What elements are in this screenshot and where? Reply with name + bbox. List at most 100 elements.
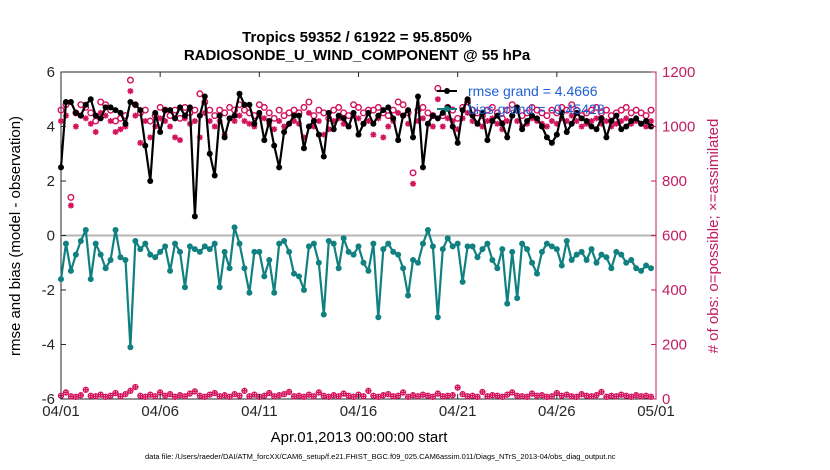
- bias-point: [271, 289, 278, 296]
- y-left-tick-label: 4: [47, 119, 55, 136]
- possible-point: [374, 103, 382, 111]
- x-tick-label: 04/21: [439, 403, 477, 420]
- assimilated-point: [97, 109, 104, 116]
- rmse-point: [638, 120, 645, 127]
- assimilated-bottom-point: [648, 394, 654, 400]
- rmse-point: [305, 123, 312, 130]
- assimilated-bottom-point: [494, 393, 500, 399]
- rmse-point: [77, 112, 84, 119]
- assimilated-bottom-point: [519, 393, 525, 399]
- assimilated-point: [568, 112, 575, 119]
- legend-rmse-marker: [444, 88, 450, 94]
- assimilated-point: [117, 126, 124, 133]
- rmse-point: [578, 115, 585, 122]
- assimilated-bottom-point: [147, 392, 153, 398]
- y-right-tick-label: 400: [662, 282, 687, 299]
- assimilated-point: [112, 128, 119, 135]
- bias-point: [117, 254, 124, 261]
- rmse-point: [191, 213, 198, 220]
- assimilated-bottom-point: [118, 393, 123, 399]
- assimilated-point: [588, 118, 595, 125]
- bias-point: [241, 265, 248, 272]
- possible-point: [523, 109, 531, 117]
- bias-point: [538, 248, 545, 255]
- assimilated-bottom-point: [539, 392, 545, 398]
- assimilated-point: [325, 126, 332, 133]
- rmse-point: [419, 164, 426, 171]
- y-right-tick-label: 0: [662, 391, 670, 408]
- assimilated-point: [211, 123, 218, 130]
- bias-point: [340, 235, 347, 242]
- rmse-point: [479, 109, 486, 116]
- assimilated-bottom-point: [430, 394, 436, 400]
- bias-point: [558, 262, 565, 269]
- assimilated-bottom-point: [212, 390, 218, 396]
- bias-point: [320, 311, 327, 318]
- assimilated-bottom-point: [564, 392, 570, 398]
- assimilated-point: [464, 109, 471, 116]
- bias-point: [107, 257, 114, 264]
- assimilated-point: [167, 123, 174, 130]
- assimilated-bottom-point: [321, 393, 327, 399]
- possible-point: [602, 106, 610, 114]
- assimilated-bottom-point: [271, 393, 277, 399]
- bias-point: [434, 314, 441, 321]
- assimilated-bottom-point: [509, 389, 515, 395]
- assimilated-point: [380, 134, 387, 141]
- y-left-tick-label: -2: [42, 282, 55, 299]
- assimilated-point: [504, 118, 511, 125]
- rmse-point: [608, 118, 615, 125]
- assimilated-bottom-point: [450, 392, 456, 398]
- assimilated-bottom-point: [167, 391, 173, 397]
- assimilated-point: [405, 120, 412, 127]
- possible-point: [355, 103, 363, 111]
- assimilated-bottom-point: [589, 393, 595, 399]
- bias-point: [286, 248, 293, 255]
- rmse-point: [598, 115, 605, 122]
- bias-point: [598, 251, 605, 258]
- assimilated-bottom-point: [88, 393, 94, 399]
- assimilated-point: [548, 118, 555, 125]
- bias-point: [142, 240, 149, 247]
- assimilated-bottom-point: [241, 388, 247, 394]
- assimilated-bottom-point: [465, 393, 471, 399]
- assimilated-bottom-point: [623, 393, 629, 399]
- assimilated-bottom-point: [608, 393, 614, 399]
- bias-point: [583, 257, 590, 264]
- assimilated-point: [563, 118, 570, 125]
- rmse-point: [211, 172, 218, 179]
- rmse-point: [583, 118, 590, 125]
- assimilated-bottom-point: [499, 394, 505, 400]
- rmse-point: [643, 118, 650, 125]
- rmse-point: [221, 134, 228, 141]
- y-left-tick-label: -4: [42, 337, 55, 354]
- assimilated-bottom-point: [68, 393, 74, 399]
- assimilated-bottom-point: [311, 393, 317, 399]
- bias-point: [524, 246, 531, 253]
- rmse-point: [474, 120, 481, 127]
- chart-title-line2: RADIOSONDE_U_WIND_COMPONENT @ 55 hPa: [184, 47, 531, 64]
- assimilated-bottom-point: [460, 391, 466, 397]
- rmse-point: [226, 115, 233, 122]
- bias-point: [563, 237, 570, 244]
- bias-point: [370, 240, 377, 247]
- assimilated-point: [300, 134, 307, 141]
- bias-point: [573, 251, 580, 258]
- assimilated-point: [147, 134, 154, 141]
- data-file-footnote: data file: /Users/raeder/DAI/ATM_forcXX/…: [145, 452, 616, 461]
- assimilated-bottom-point: [251, 392, 257, 398]
- bias-point: [543, 240, 550, 247]
- rmse-point: [345, 123, 352, 130]
- assimilated-bottom-point: [187, 391, 193, 397]
- rmse-point: [87, 96, 94, 103]
- assimilated-point: [315, 118, 322, 125]
- assimilated-point: [92, 128, 99, 135]
- rmse-point: [410, 134, 417, 141]
- rmse-point: [469, 112, 476, 119]
- bias-point: [261, 273, 268, 280]
- possible-point: [67, 193, 75, 201]
- bias-point: [643, 262, 650, 269]
- possible-point: [57, 106, 65, 114]
- possible-point: [87, 109, 95, 117]
- bias-point: [514, 295, 521, 302]
